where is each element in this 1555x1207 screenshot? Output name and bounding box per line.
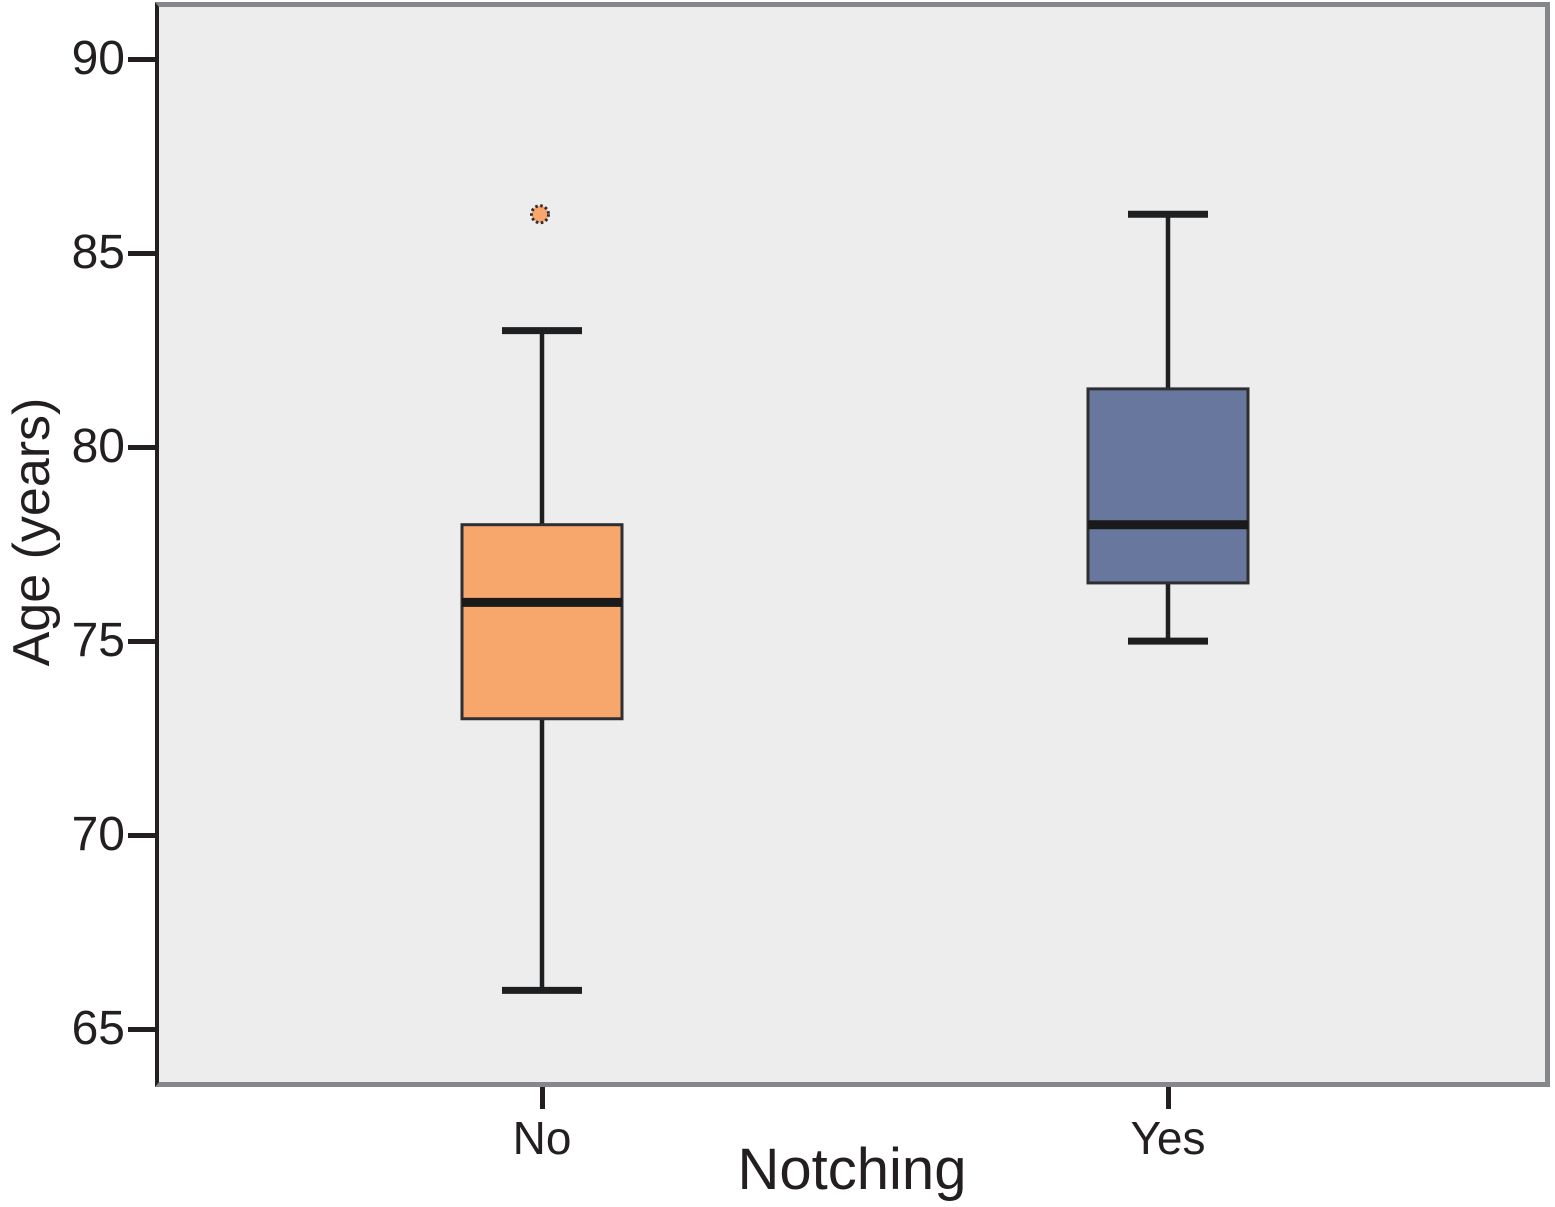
y-tick-label: 65	[71, 1002, 125, 1056]
iqr-box	[460, 523, 624, 721]
x-tick-mark	[1165, 1087, 1171, 1109]
boxplot-no	[460, 204, 624, 994]
x-tick-mark	[539, 1087, 545, 1109]
plot-area	[155, 2, 1550, 1087]
y-tick-mark	[128, 832, 156, 838]
boxplot-yes	[1086, 210, 1250, 645]
y-tick-label: 90	[71, 32, 125, 85]
y-axis-title: Age (years)	[3, 397, 61, 667]
y-tick-label: 70	[71, 808, 125, 862]
outlier-point	[530, 204, 550, 225]
y-tick-mark	[128, 638, 156, 644]
y-tick-mark	[128, 250, 156, 256]
iqr-box	[1086, 387, 1250, 585]
y-tick-label: 85	[71, 226, 125, 280]
y-tick-label: 75	[71, 614, 125, 668]
x-axis-title: Notching	[737, 1137, 967, 1202]
x-category-label: No	[512, 1112, 572, 1164]
y-tick-mark	[128, 1026, 156, 1032]
x-category-label: Yes	[1130, 1112, 1206, 1164]
y-tick-mark	[128, 56, 156, 62]
y-tick-mark	[128, 444, 156, 450]
y-tick-label: 80	[71, 420, 125, 474]
